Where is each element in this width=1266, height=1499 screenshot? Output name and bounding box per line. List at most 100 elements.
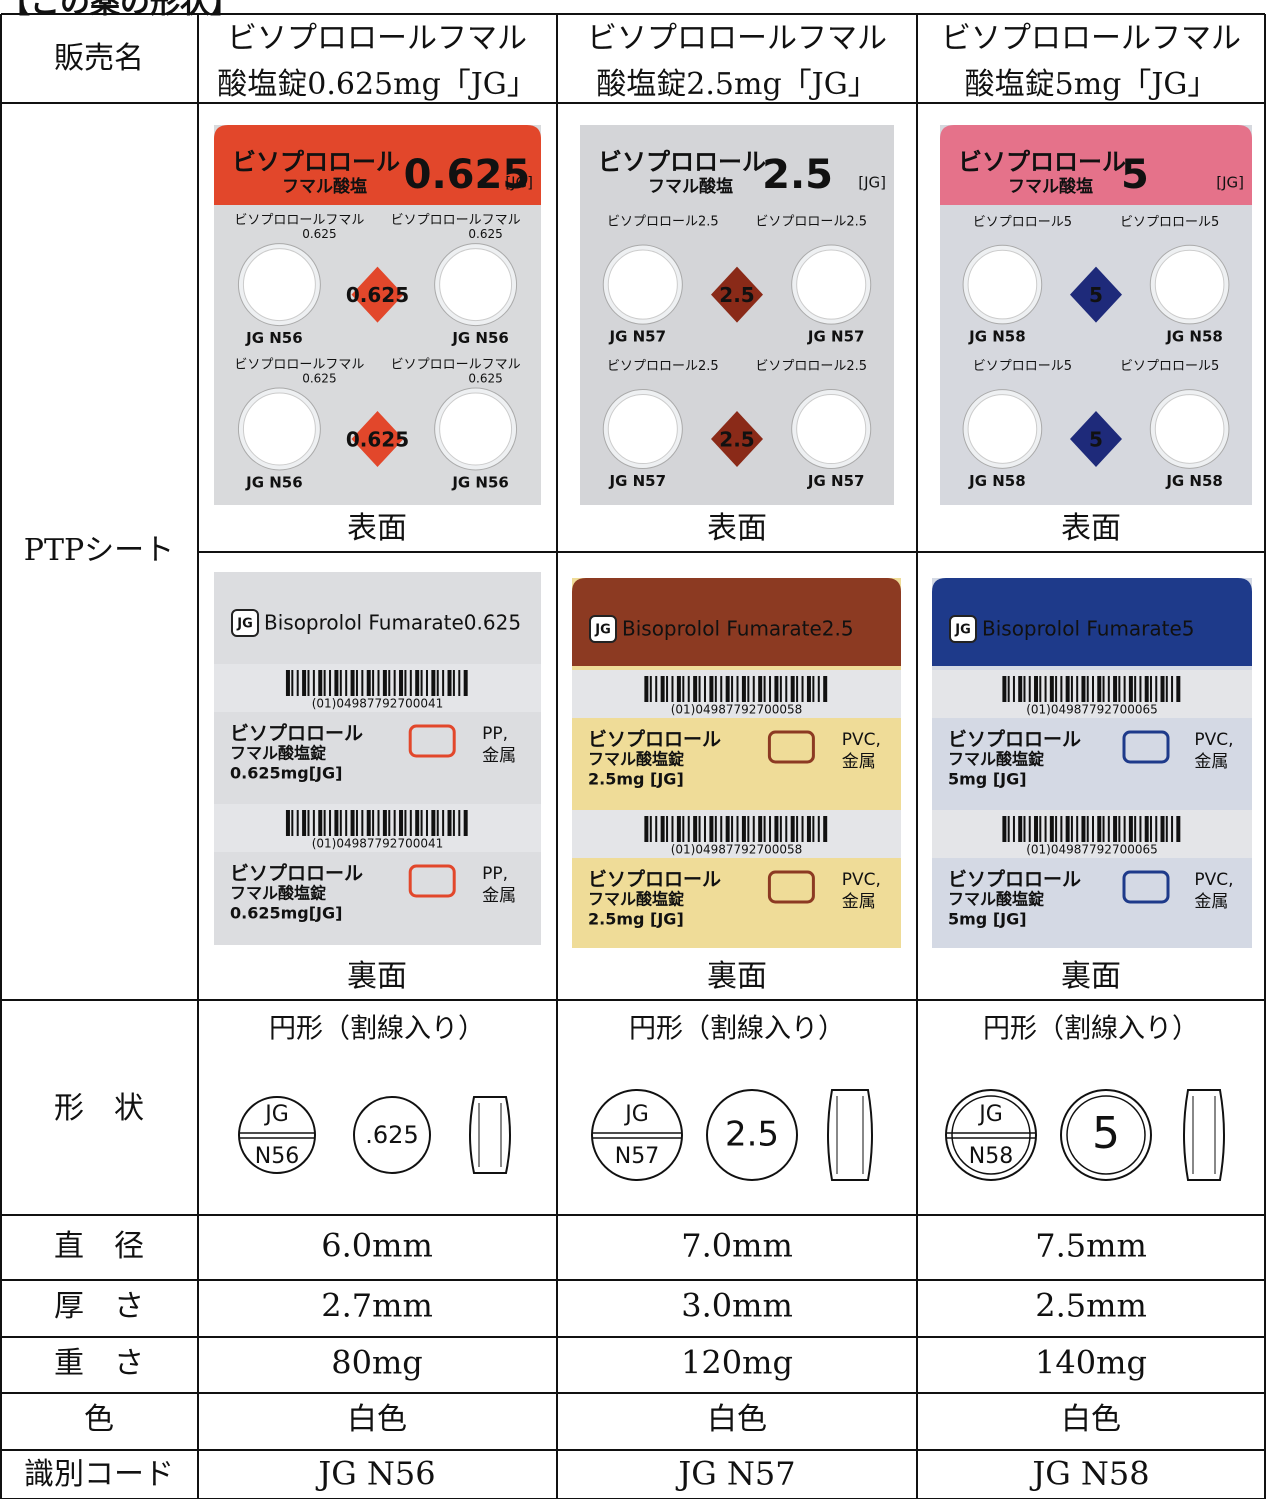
strength: 0.625 [404,152,531,198]
barcode-bar [366,670,371,696]
barcode-bar [687,676,690,702]
barcode-bar [425,670,428,696]
pill-code: JG N56 [451,473,509,491]
barcode-bar [1076,816,1079,842]
product-name: 酸塩錠5mg「JG」 [965,67,1218,102]
recycle-mark [1122,730,1170,764]
pack-name: ビソプロロール [948,728,1081,751]
pack-name: フマル酸塩錠 [948,890,1044,909]
barcode-bar [676,816,681,842]
barcode-bar [703,816,706,842]
pill-label: ビソプロロール5 [1120,215,1219,230]
brand-mark: [JG] [505,174,533,192]
material: 金属 [842,752,876,772]
diameter: 6.0mm [321,1227,433,1265]
barcode-bar [291,670,294,696]
barcode-bar [790,676,795,702]
barcode-bar [399,670,404,696]
barcode-bar [1018,816,1023,842]
barcode-bar [285,670,290,696]
barcode-bar [1007,676,1010,702]
barcode-bar [682,816,685,842]
pill-strength: 0.625 [468,372,502,386]
imprint: N57 [615,1144,659,1169]
barcode-bar [1070,676,1073,702]
barcode-bar [447,670,452,696]
pack-name: フマル酸塩錠 [588,890,684,909]
barcode-bar [458,810,461,836]
front-label: 表面 [707,511,767,546]
pill-code: JG N56 [245,329,303,347]
barcode-bar [720,816,723,842]
barcode-bar [1092,816,1094,842]
ptp-back-image: JG Bisoprolol Fumarate5 (01)04987792700065… [932,578,1252,948]
pill-code: JG N56 [245,473,303,491]
barcode-bar [382,810,387,836]
barcode-bar [1144,816,1149,842]
barcode-bar [1002,676,1007,702]
barcode-bar [709,676,714,702]
pack-name: ビソプロロール [948,868,1081,891]
thickness: 3.0mm [681,1287,793,1325]
barcode-bar [1081,816,1086,842]
barcode-bar [1049,676,1054,702]
pack-name: フマル酸塩錠 [588,750,684,769]
pill-code: JG N56 [451,329,509,347]
barcode-bar [355,810,358,836]
barcode-bar [714,676,717,702]
pack-title: Bisoprolol Fumarate5 [982,617,1195,641]
barcode-bar [1118,816,1121,842]
pill-label: ビソプロロールフマル [234,213,364,228]
pill-label: ビソプロロール5 [1120,359,1219,374]
barcode-bar [1134,676,1137,702]
barcode-bar [1039,676,1042,702]
strength: 5 [1121,152,1149,198]
imprint: N58 [969,1144,1013,1169]
barcode-bar [1155,816,1158,842]
material: PVC, [1194,870,1233,890]
barcode-bar [1023,816,1026,842]
barcode-bar [339,810,342,836]
barcode-bar [666,816,669,842]
pill-label: ビソプロロールフマル [391,213,521,228]
barcode-bar [431,670,436,696]
barcode-bar [318,670,323,696]
barcode-bar [693,676,698,702]
barcode-bar [377,810,380,836]
barcode-bar [796,676,799,702]
barcode-bar [655,676,658,702]
barcode-bar [671,676,674,702]
barcode-bar [1176,676,1181,702]
barcode-bar [388,810,391,836]
barcode-bar [1171,816,1174,842]
barcode-bar [350,670,355,696]
barcode-bar [1128,676,1133,702]
pack-name: 5mg [JG] [948,910,1027,929]
face-text: 5 [1092,1108,1120,1159]
barcode-bar [1081,676,1086,702]
material: PVC, [842,870,881,890]
barcode-bar [1039,816,1042,842]
barcode-bar [452,810,455,836]
material: 金属 [842,892,876,912]
barcode-bar [420,810,423,836]
barcode-bar [1055,816,1058,842]
pack-name: 0.625mg[JG] [230,764,342,783]
material: PP, [482,864,508,884]
pill-code: JG N57 [807,472,865,490]
barcode-bar [296,670,299,696]
barcode-bar [442,810,445,836]
pill [607,249,678,320]
ptp-back-image: JG Bisoprolol Fumarate0.625 (01)0498779270… [214,572,541,945]
pill-label: ビソプロロール2.5 [755,359,867,374]
barcode-bar [644,676,649,702]
barcode-bar [307,810,310,836]
pill [967,394,1038,464]
barcode-bar [415,670,420,696]
barcode-bar [431,810,436,836]
barcode-bar [1097,816,1102,842]
barcode-bar [361,670,364,696]
barcode-bar [312,670,315,696]
recycle-mark [767,870,815,904]
